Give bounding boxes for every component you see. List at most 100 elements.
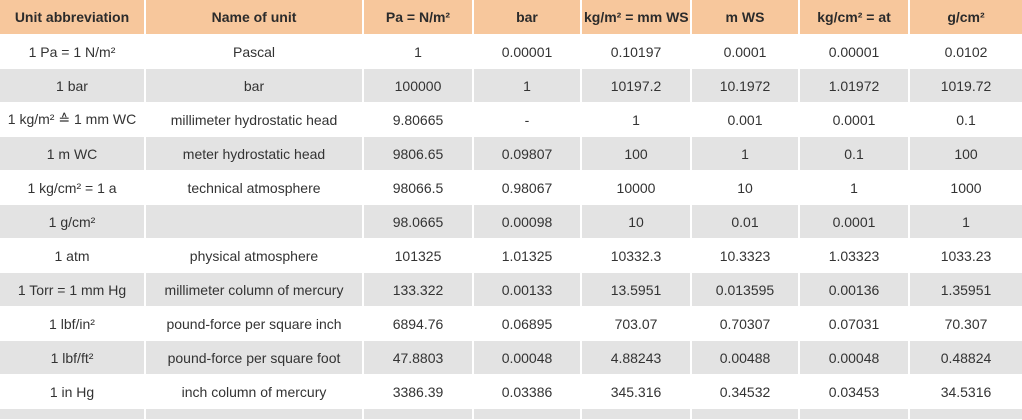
cell-m-ws: 0.70307 xyxy=(692,307,800,341)
cell-unit-abbreviation: 1 Pa = 1 N/m² xyxy=(0,35,146,69)
table-row: 1 Torr = 1 mm Hg millimeter column of mer… xyxy=(0,273,1022,307)
cell-kg-per-m2: 100 xyxy=(582,137,692,171)
cell-kg-per-m2: 0.10197 xyxy=(582,35,692,69)
cell-unit-abbreviation: 1 kg/cm² = 1 a xyxy=(0,171,146,205)
cell-m-ws: 0.34532 xyxy=(692,375,800,409)
cell-g-per-cm2: 1033.23 xyxy=(910,239,1022,273)
cell-m-ws: 10.3323 xyxy=(692,239,800,273)
cell-kg-per-cm2: 0.0001 xyxy=(800,205,910,239)
header-name-of-unit: Name of unit xyxy=(146,0,364,35)
cell-bar xyxy=(474,409,582,420)
cell-kg-per-cm2: 0.00048 xyxy=(800,341,910,375)
cell-pa xyxy=(364,409,474,420)
cell-bar: 0.98067 xyxy=(474,171,582,205)
cell-unit-abbreviation: 1 g/cm² xyxy=(0,205,146,239)
cell-unit-abbreviation: 1 kg/m² ≙ 1 mm WC xyxy=(0,103,146,137)
cell-name-of-unit: pound-force per square inch xyxy=(146,307,364,341)
cell-g-per-cm2: 100 xyxy=(910,137,1022,171)
cell-kg-per-cm2: 0.00001 xyxy=(800,35,910,69)
cell-m-ws: 10 xyxy=(692,171,800,205)
cell-bar: 0.00048 xyxy=(474,341,582,375)
table-row: 1 bar bar 100000 1 10197.2 10.1972 1.01972 1019… xyxy=(0,69,1022,103)
header-kg-per-cm2: kg/cm² = at xyxy=(800,0,910,35)
cell-pa: 9.80665 xyxy=(364,103,474,137)
cell-kg-per-cm2: 0.1 xyxy=(800,137,910,171)
cell-bar: 0.03386 xyxy=(474,375,582,409)
cell-kg-per-m2: 345.316 xyxy=(582,375,692,409)
cell-m-ws: 0.013595 xyxy=(692,273,800,307)
cell-kg-per-m2: 10332.3 xyxy=(582,239,692,273)
cell-g-per-cm2: 1000 xyxy=(910,171,1022,205)
cell-m-ws: 0.01 xyxy=(692,205,800,239)
cell-name-of-unit: bar xyxy=(146,69,364,103)
table-row: 1 Pa = 1 N/m² Pascal 1 0.00001 0.10197 0.0001… xyxy=(0,35,1022,69)
cell-pa: 98.0665 xyxy=(364,205,474,239)
table-body: 1 Pa = 1 N/m² Pascal 1 0.00001 0.10197 0.0001… xyxy=(0,35,1022,420)
table-row: 1 lbf/ft² pound-force per square foot 47.8… xyxy=(0,341,1022,375)
cell-bar: 0.00133 xyxy=(474,273,582,307)
cell-bar: 0.00098 xyxy=(474,205,582,239)
header-g-per-cm2: g/cm² xyxy=(910,0,1022,35)
cell-name-of-unit: Pascal xyxy=(146,35,364,69)
cell-unit-abbreviation: 1 lbf/ft² xyxy=(0,341,146,375)
cell-g-per-cm2: 1.35951 xyxy=(910,273,1022,307)
cell-name-of-unit: meter hydrostatic head xyxy=(146,137,364,171)
cell-pa: 100000 xyxy=(364,69,474,103)
cell-kg-per-cm2: 0.00136 xyxy=(800,273,910,307)
header-row: Unit abbreviation Name of unit Pa = N/m²… xyxy=(0,0,1022,35)
cell-unit-abbreviation: 1 lbf/in² xyxy=(0,307,146,341)
cell-kg-per-cm2: 1 xyxy=(800,171,910,205)
cell-kg-per-m2: 1 xyxy=(582,103,692,137)
cell-name-of-unit xyxy=(146,409,364,420)
header-kg-per-m2: kg/m² = mm WS xyxy=(582,0,692,35)
cell-name-of-unit: pound-force per square foot xyxy=(146,341,364,375)
cell-pa: 101325 xyxy=(364,239,474,273)
cell-unit-abbreviation: 1 in Hg xyxy=(0,375,146,409)
cell-kg-per-m2 xyxy=(582,409,692,420)
cell-kg-per-m2: 4.88243 xyxy=(582,341,692,375)
cell-kg-per-m2: 703.07 xyxy=(582,307,692,341)
table-row: 1 in Hg inch column of mercury 3386.39 0.03… xyxy=(0,375,1022,409)
cell-name-of-unit xyxy=(146,205,364,239)
cell-unit-abbreviation: 1 m WC xyxy=(0,137,146,171)
cell-name-of-unit: technical atmosphere xyxy=(146,171,364,205)
header-pa: Pa = N/m² xyxy=(364,0,474,35)
cell-bar: 0.00001 xyxy=(474,35,582,69)
cell-unit-abbreviation: 1 bar xyxy=(0,69,146,103)
cell-pa: 98066.5 xyxy=(364,171,474,205)
cell-name-of-unit: inch column of mercury xyxy=(146,375,364,409)
cell-name-of-unit: millimeter hydrostatic head xyxy=(146,103,364,137)
cell-pa: 9806.65 xyxy=(364,137,474,171)
cell-name-of-unit: physical atmosphere xyxy=(146,239,364,273)
header-bar: bar xyxy=(474,0,582,35)
cell-g-per-cm2: 1019.72 xyxy=(910,69,1022,103)
cell-kg-per-cm2: 0.03453 xyxy=(800,375,910,409)
cell-pa: 6894.76 xyxy=(364,307,474,341)
cell-kg-per-cm2: 1.01972 xyxy=(800,69,910,103)
cell-kg-per-cm2 xyxy=(800,409,910,420)
cell-kg-per-m2: 10197.2 xyxy=(582,69,692,103)
cell-kg-per-cm2: 1.03323 xyxy=(800,239,910,273)
cell-g-per-cm2: 34.5316 xyxy=(910,375,1022,409)
cell-m-ws: 0.0001 xyxy=(692,35,800,69)
cell-bar: 1.01325 xyxy=(474,239,582,273)
cell-bar: 1 xyxy=(474,69,582,103)
cell-name-of-unit: millimeter column of mercury xyxy=(146,273,364,307)
cell-g-per-cm2: 1 xyxy=(910,205,1022,239)
cell-pa: 1 xyxy=(364,35,474,69)
cell-bar: 0.06895 xyxy=(474,307,582,341)
table-row: 1 lbf/in² pound-force per square inch 6894… xyxy=(0,307,1022,341)
cell-m-ws: 10.1972 xyxy=(692,69,800,103)
cell-bar: - xyxy=(474,103,582,137)
cell-g-per-cm2: 0.0102 xyxy=(910,35,1022,69)
cell-bar: 0.09807 xyxy=(474,137,582,171)
table-row: 1 g/cm² 98.0665 0.00098 10 0.01 0.0001 1 xyxy=(0,205,1022,239)
header-m-ws: m WS xyxy=(692,0,800,35)
table-row: 1 kg/cm² = 1 a technical atmosphere 98066.… xyxy=(0,171,1022,205)
table-row: 1 atm physical atmosphere 101325 1.01325 103… xyxy=(0,239,1022,273)
cell-g-per-cm2 xyxy=(910,409,1022,420)
cell-g-per-cm2: 70.307 xyxy=(910,307,1022,341)
cell-pa: 47.8803 xyxy=(364,341,474,375)
cell-unit-abbreviation: 1 Torr = 1 mm Hg xyxy=(0,273,146,307)
